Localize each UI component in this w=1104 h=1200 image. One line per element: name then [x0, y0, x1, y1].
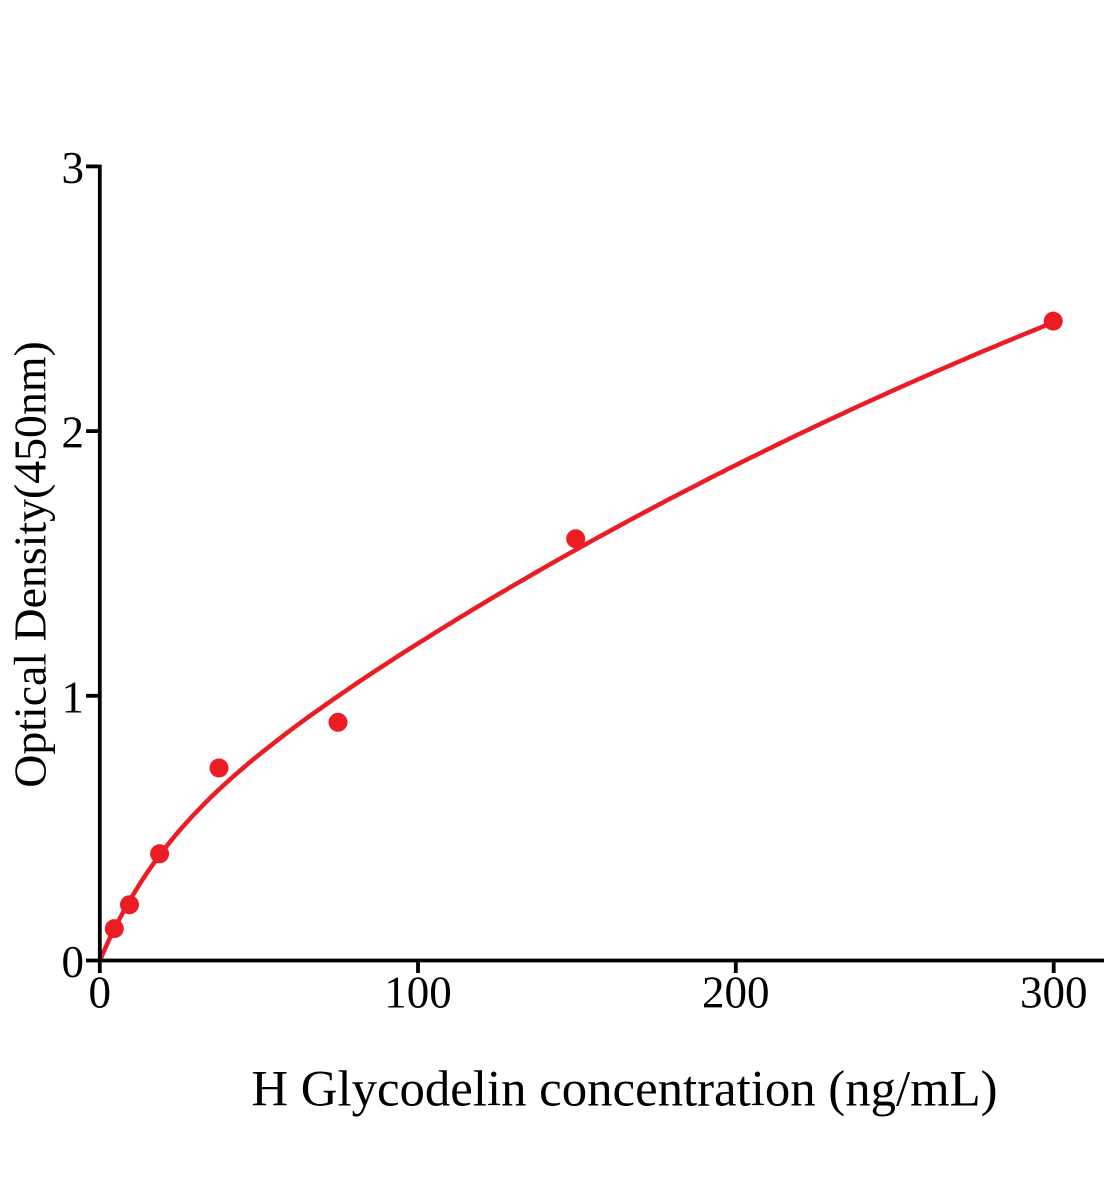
svg-text:100: 100: [384, 968, 452, 1018]
svg-text:1: 1: [62, 672, 85, 722]
svg-text:0: 0: [89, 968, 112, 1018]
svg-text:H Glycodelin concentration (ng: H Glycodelin concentration (ng/mL): [251, 1061, 997, 1117]
svg-text:Optical Density(450nm): Optical Density(450nm): [5, 341, 56, 787]
svg-text:0: 0: [62, 937, 85, 987]
svg-text:300: 300: [1020, 968, 1088, 1018]
svg-text:200: 200: [702, 968, 770, 1018]
svg-text:3: 3: [62, 143, 85, 193]
svg-text:2: 2: [62, 408, 85, 458]
